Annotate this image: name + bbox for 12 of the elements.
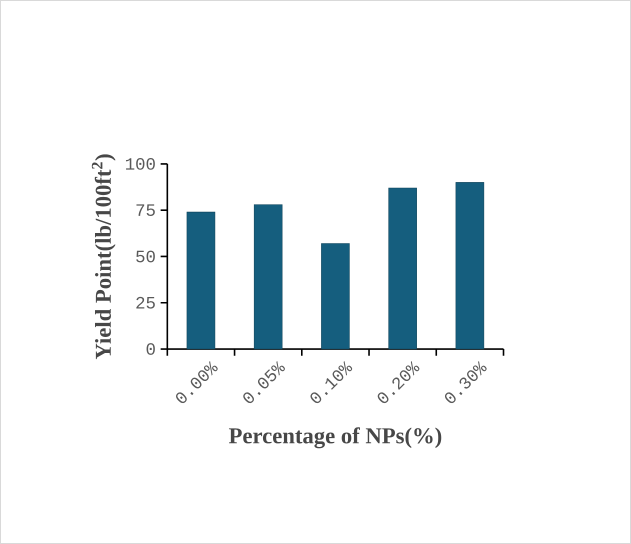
y-tick-label: 75 [136,204,155,216]
bar [456,182,484,350]
y-tick-label: 100 [126,158,155,170]
bar [388,188,417,350]
y-axis-title: Yield Point(lb/100ft$^{2}$) [92,154,116,360]
y-tick-label: 50 [136,250,155,262]
bar [321,243,350,350]
y-tick-label: 0 [146,343,155,355]
bar [186,212,216,350]
y-tick-label: 25 [136,296,155,309]
x-axis-title: Percentage of NPs(%) [228,427,442,448]
bar [254,204,282,350]
